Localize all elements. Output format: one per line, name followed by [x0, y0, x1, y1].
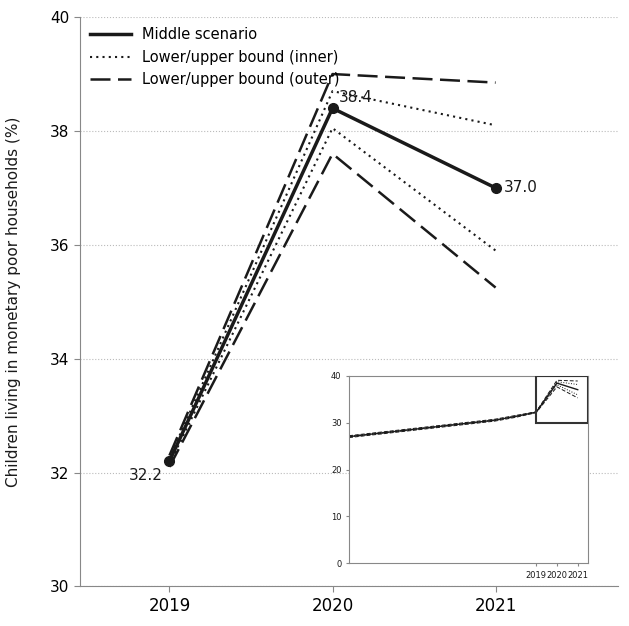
Bar	[536, 376, 588, 423]
Text: 37.0: 37.0	[504, 180, 538, 195]
Legend: Middle scenario, Lower/upper bound (inner), Lower/upper bound (outer): Middle scenario, Lower/upper bound (inne…	[84, 21, 346, 93]
Text: 38.4: 38.4	[339, 90, 373, 105]
Y-axis label: Children living in monetary poor households (%): Children living in monetary poor househo…	[6, 116, 21, 487]
Text: 32.2: 32.2	[129, 468, 162, 483]
